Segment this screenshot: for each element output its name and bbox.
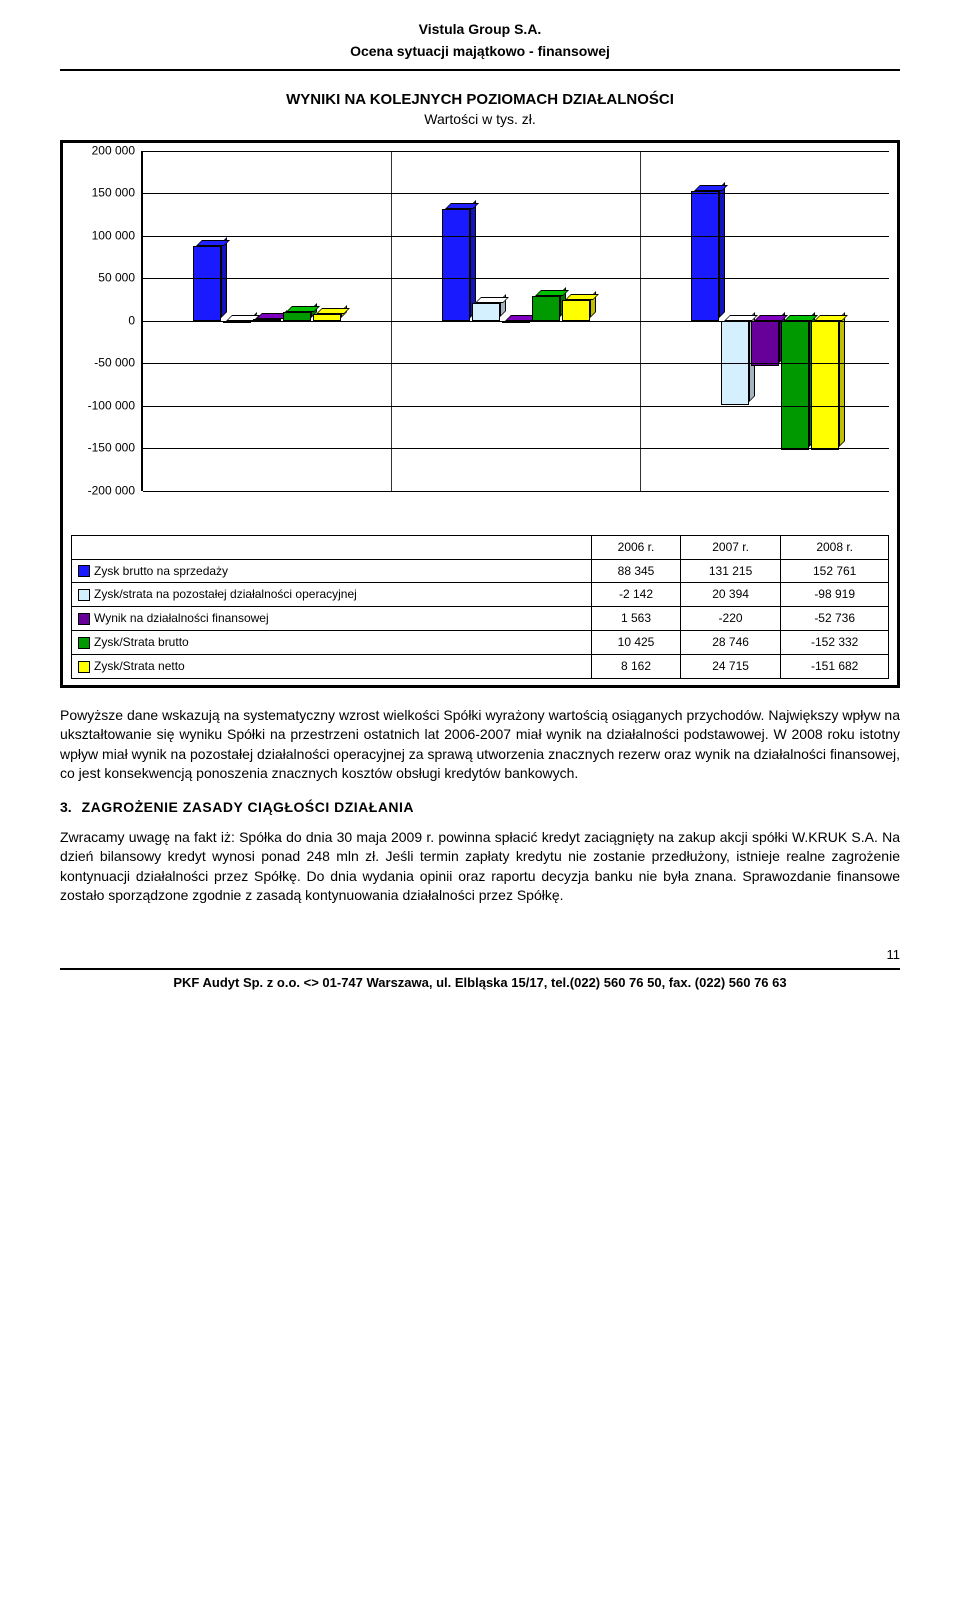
cell: -52 736 bbox=[781, 607, 889, 631]
table-row: Zysk/Strata brutto 10 425 28 746 -152 33… bbox=[72, 630, 889, 654]
table-row: Wynik na działalności finansowej 1 563 -… bbox=[72, 607, 889, 631]
footer-text: PKF Audyt Sp. z o.o. <> 01-747 Warszawa,… bbox=[60, 974, 900, 992]
cell: -98 919 bbox=[781, 583, 889, 607]
y-axis: 200 000150 000100 00050 0000-50 000-100 … bbox=[71, 151, 141, 491]
col-2006: 2006 r. bbox=[592, 535, 681, 559]
swatch-1 bbox=[78, 589, 90, 601]
grid-line bbox=[143, 151, 889, 152]
header-empty bbox=[72, 535, 592, 559]
y-tick-label: 50 000 bbox=[98, 270, 135, 287]
series-3-label: Zysk/Strata brutto bbox=[72, 630, 592, 654]
y-tick-label: -100 000 bbox=[88, 397, 135, 414]
plot-area bbox=[141, 151, 889, 491]
bottom-rule bbox=[60, 968, 900, 970]
cell: -151 682 bbox=[781, 654, 889, 678]
grid-line bbox=[143, 236, 889, 237]
swatch-2 bbox=[78, 613, 90, 625]
chart-box: 200 000 150 000 100 000 50 000 0 -50 000 -100 … bbox=[60, 140, 900, 688]
series-0-name: Zysk brutto na sprzedaży bbox=[94, 564, 228, 578]
section-3-title: ZAGROŻENIE ZASADY CIĄGŁOŚCI DZIAŁANIA bbox=[82, 799, 414, 815]
series-1-name: Zysk/strata na pozostałej działalności o… bbox=[94, 587, 357, 601]
section-3-num: 3. bbox=[60, 799, 72, 815]
series-0-label: Zysk brutto na sprzedaży bbox=[72, 559, 592, 583]
y-tick-label: -200 000 bbox=[88, 482, 135, 499]
cell: -220 bbox=[680, 607, 781, 631]
grid-line bbox=[143, 406, 889, 407]
chart-subtitle: Wartości w tys. zł. bbox=[60, 110, 900, 130]
cell: -2 142 bbox=[592, 583, 681, 607]
table-header-row: 2006 r. 2007 r. 2008 r. bbox=[72, 535, 889, 559]
cell: 10 425 bbox=[592, 630, 681, 654]
y-tick-label: 0 bbox=[128, 312, 135, 329]
table-row: Zysk/Strata netto 8 162 24 715 -151 682 bbox=[72, 654, 889, 678]
chart-area: 200 000150 000100 00050 0000-50 000-100 … bbox=[71, 151, 889, 531]
cell: 8 162 bbox=[592, 654, 681, 678]
cell: 20 394 bbox=[680, 583, 781, 607]
cell: 152 761 bbox=[781, 559, 889, 583]
table-row: Zysk/strata na pozostałej działalności o… bbox=[72, 583, 889, 607]
series-2-label: Wynik na działalności finansowej bbox=[72, 607, 592, 631]
series-2-name: Wynik na działalności finansowej bbox=[94, 611, 269, 625]
grid-line bbox=[143, 321, 889, 322]
grid-line bbox=[143, 448, 889, 449]
grid-line bbox=[143, 193, 889, 194]
cell: 24 715 bbox=[680, 654, 781, 678]
doc-subtitle: Ocena sytuacji majątkowo - finansowej bbox=[60, 42, 900, 62]
paragraph-1: Powyższe dane wskazują na systematyczny … bbox=[60, 706, 900, 784]
section-3-heading: 3. ZAGROŻENIE ZASADY CIĄGŁOŚCI DZIAŁANIA bbox=[60, 798, 900, 818]
series-3-name: Zysk/Strata brutto bbox=[94, 635, 189, 649]
chart-data-table: 2006 r. 2007 r. 2008 r. Zysk brutto na s… bbox=[71, 535, 889, 679]
col-2008: 2008 r. bbox=[781, 535, 889, 559]
y-tick-label: -50 000 bbox=[94, 355, 135, 372]
swatch-3 bbox=[78, 637, 90, 649]
series-4-label: Zysk/Strata netto bbox=[72, 654, 592, 678]
grid-line bbox=[143, 491, 889, 492]
col-2007: 2007 r. bbox=[680, 535, 781, 559]
cell: -152 332 bbox=[781, 630, 889, 654]
section-3-body: Zwracamy uwagę na fakt iż: Spółka do dni… bbox=[60, 828, 900, 906]
cell: 28 746 bbox=[680, 630, 781, 654]
y-tick-label: -150 000 bbox=[88, 440, 135, 457]
cell: 131 215 bbox=[680, 559, 781, 583]
y-tick-label: 150 000 bbox=[92, 185, 135, 202]
swatch-4 bbox=[78, 661, 90, 673]
company-name: Vistula Group S.A. bbox=[60, 20, 900, 40]
table-row: Zysk brutto na sprzedaży 88 345 131 215 … bbox=[72, 559, 889, 583]
cell: 88 345 bbox=[592, 559, 681, 583]
y-tick-label: 100 000 bbox=[92, 227, 135, 244]
grid-line bbox=[143, 363, 889, 364]
top-rule bbox=[60, 69, 900, 71]
series-4-name: Zysk/Strata netto bbox=[94, 659, 185, 673]
page-number: 11 bbox=[60, 946, 900, 964]
swatch-0 bbox=[78, 565, 90, 577]
cell: 1 563 bbox=[592, 607, 681, 631]
grid-line bbox=[143, 278, 889, 279]
series-1-label: Zysk/strata na pozostałej działalności o… bbox=[72, 583, 592, 607]
chart-title: WYNIKI NA KOLEJNYCH POZIOMACH DZIAŁALNOŚ… bbox=[60, 89, 900, 110]
y-tick-label: 200 000 bbox=[92, 142, 135, 159]
